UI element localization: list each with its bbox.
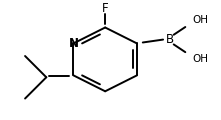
Text: OH: OH: [192, 54, 208, 64]
Text: OH: OH: [192, 15, 208, 25]
Text: F: F: [102, 2, 109, 15]
Text: N: N: [68, 37, 78, 50]
Text: B: B: [166, 33, 174, 46]
